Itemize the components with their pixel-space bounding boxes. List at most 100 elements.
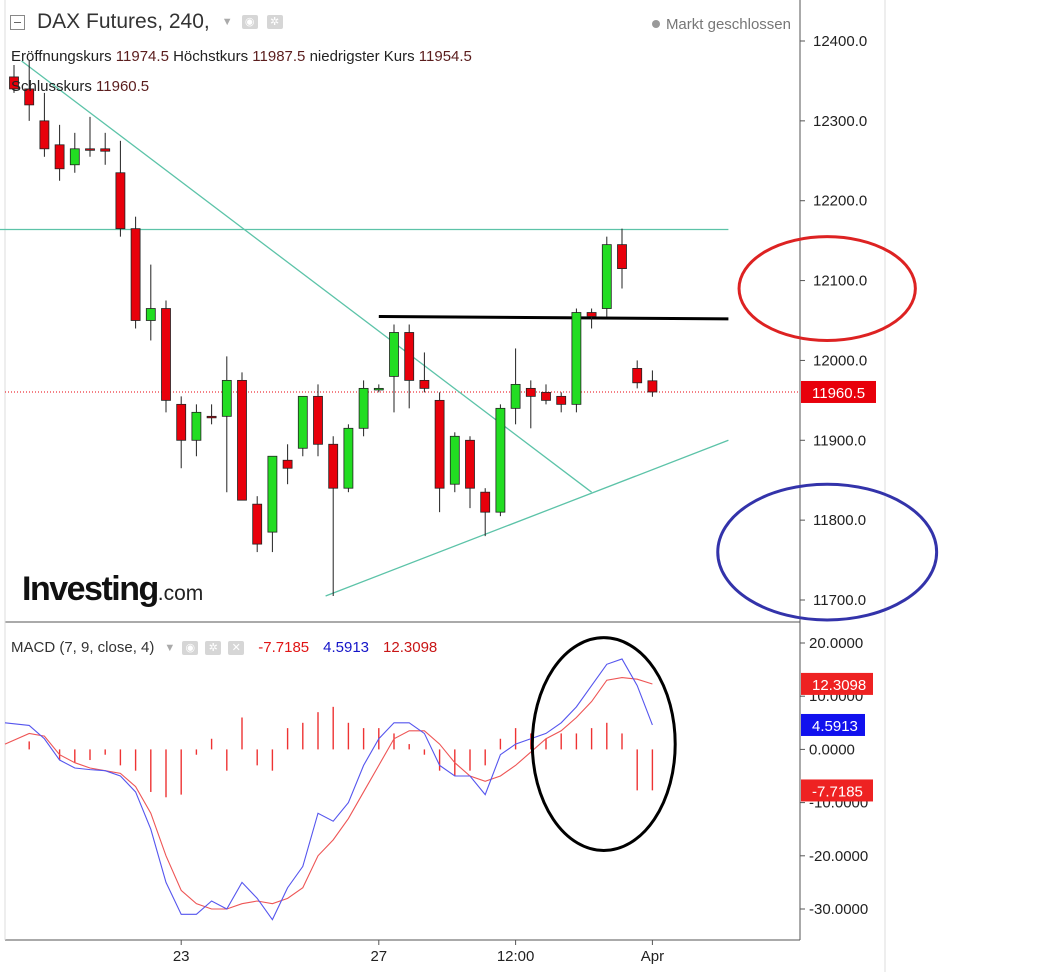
candle-up: [145, 308, 156, 321]
macd-value-badge: [801, 672, 873, 695]
price-axis-label: 12100.0: [813, 273, 867, 290]
candle-down: [85, 148, 95, 151]
macd-axis-label: 0.0000: [809, 741, 855, 758]
candle-down: [556, 395, 567, 405]
candle-up: [495, 407, 506, 513]
trend-line-2[interactable]: [325, 439, 729, 597]
price-axis-label: 12400.0: [813, 33, 867, 50]
eye-icon[interactable]: ◉: [241, 15, 258, 29]
price-axis-label: 11800.0: [813, 512, 866, 529]
macd-macd-line: [4, 658, 653, 921]
candle-up: [373, 387, 384, 391]
eye-icon[interactable]: ◉: [182, 640, 199, 655]
time-axis-label: Apr: [641, 948, 664, 965]
open-value: 11974.5: [115, 48, 169, 65]
candle-down: [115, 172, 126, 230]
chevron-down-icon[interactable]: ▼: [221, 16, 233, 28]
high-label: Höchstkurs: [173, 48, 249, 65]
candle-down: [647, 380, 658, 393]
time-axis-label: 23: [173, 948, 190, 965]
macd-header: MACD (7, 9, close, 4) ▼ ◉ ✲ ✕ -7.7185 4.…: [11, 639, 437, 656]
candle-down: [9, 76, 19, 90]
market-status: Markt geschlossen: [651, 16, 791, 33]
highlight-ellipse-1: [716, 482, 939, 622]
candle-down: [282, 459, 293, 469]
candle-down: [39, 120, 50, 150]
chart-title: DAX Futures, 240,: [37, 10, 210, 33]
macd-signal-line: [4, 677, 653, 910]
last-price-badge: [801, 380, 876, 403]
investing-logo: Investing.com: [22, 570, 203, 609]
macd-hist-value: -7.7185: [258, 639, 310, 656]
trend-line-3[interactable]: [378, 315, 729, 321]
logo-main: Investing: [22, 570, 159, 608]
candle-up: [221, 379, 232, 417]
ohlc-row-1: Eröffnungskurs 11974.5 Höchstkurs 11987.…: [11, 48, 472, 65]
candle-down: [237, 379, 247, 501]
macd-line-value: 4.5913: [323, 639, 370, 656]
macd-value-badge: [801, 779, 873, 802]
candle-down: [404, 332, 415, 381]
collapse-icon[interactable]: [10, 14, 25, 30]
macd-axis-label: -30.0000: [809, 901, 868, 918]
low-value: 11954.5: [418, 48, 472, 65]
price-axis-label: 12300.0: [813, 113, 867, 130]
chart-title-row: DAX Futures, 240, ▼ ◉ ✲: [10, 10, 283, 34]
candle-down: [130, 228, 141, 321]
time-axis-label: 12:00: [497, 948, 535, 965]
gear-icon[interactable]: ✲: [205, 640, 222, 655]
candle-up: [601, 244, 612, 309]
high-value: 11987.5: [252, 48, 306, 65]
candle-down: [100, 148, 111, 152]
candle-down: [465, 439, 475, 489]
last-price-label: 11960.5: [812, 385, 865, 402]
price-axis-label: 11900.0: [813, 432, 866, 449]
candle-up: [449, 435, 460, 485]
ohlc-row-2: Schlusskurs 11960.5: [11, 78, 149, 95]
macd-label: MACD (7, 9, close, 4): [11, 639, 155, 656]
candle-down: [586, 312, 597, 317]
candle-down: [206, 415, 217, 419]
status-dot-icon: [651, 20, 660, 28]
macd-value-badge-label: -7.7185: [812, 783, 863, 800]
macd-axis-label: 20.0000: [809, 635, 863, 652]
price-axis-label: 12200.0: [813, 193, 867, 210]
candle-down: [541, 391, 551, 401]
macd-signal-value: 12.3098: [383, 639, 438, 656]
chevron-down-icon[interactable]: ▼: [164, 641, 176, 654]
macd-axis-label: -20.0000: [809, 848, 868, 865]
logo-suffix: .com: [157, 582, 204, 605]
price-axis-label: 11700.0: [813, 592, 866, 609]
candle-up: [343, 427, 354, 489]
highlight-ellipse-0: [737, 235, 917, 342]
candle-up: [297, 395, 308, 449]
candle-down: [24, 88, 35, 106]
candle-down: [632, 368, 643, 384]
candle-up: [267, 455, 278, 533]
candle-down: [434, 399, 445, 489]
macd-value-badge-label: 4.5913: [812, 718, 858, 735]
candle-up: [69, 148, 80, 166]
close-value: 11960.5: [96, 78, 150, 95]
gear-icon[interactable]: ✲: [266, 15, 283, 29]
candle-down: [617, 244, 627, 269]
candle-down: [419, 379, 430, 389]
open-label: Eröffnungskurs: [11, 48, 112, 65]
candle-down: [252, 503, 263, 545]
candle-down: [161, 308, 171, 401]
candle-up: [389, 332, 399, 377]
market-status-label: Markt geschlossen: [665, 16, 791, 33]
candle-down: [176, 403, 187, 441]
candle-up: [510, 383, 521, 409]
time-axis-label: 27: [370, 948, 387, 965]
candle-down: [54, 144, 65, 170]
candle-up: [358, 387, 369, 429]
candle-down: [525, 387, 536, 397]
candle-down: [480, 491, 491, 513]
close-icon[interactable]: ✕: [228, 640, 245, 655]
candle-up: [571, 312, 582, 405]
macd-value-badge-label: 12.3098: [812, 677, 866, 694]
